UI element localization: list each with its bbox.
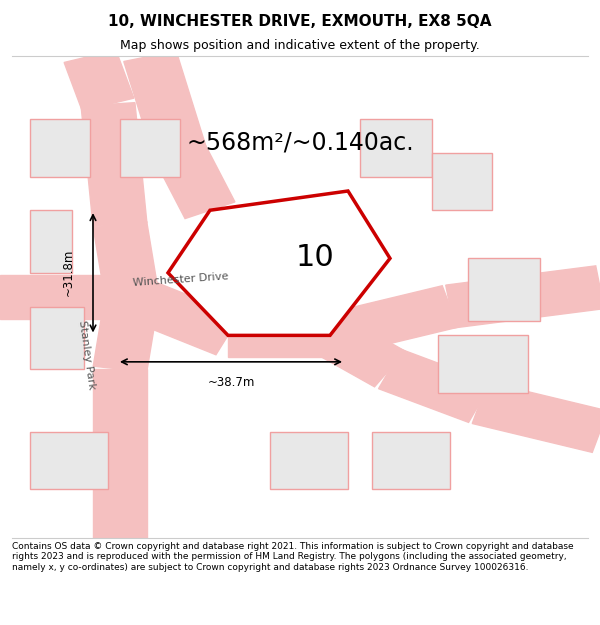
Polygon shape: [438, 336, 528, 393]
Polygon shape: [472, 382, 600, 452]
Polygon shape: [168, 191, 390, 336]
Polygon shape: [322, 286, 458, 356]
Polygon shape: [432, 152, 492, 210]
Polygon shape: [120, 278, 240, 355]
Polygon shape: [93, 294, 159, 372]
Polygon shape: [270, 432, 348, 489]
Polygon shape: [372, 432, 450, 489]
Polygon shape: [468, 258, 540, 321]
Text: ~568m²/~0.140ac.: ~568m²/~0.140ac.: [186, 131, 414, 155]
Text: Winchester Drive: Winchester Drive: [132, 272, 229, 288]
Polygon shape: [30, 210, 72, 272]
Text: Stanley Park: Stanley Park: [77, 319, 97, 390]
Text: 10: 10: [296, 243, 334, 272]
Polygon shape: [446, 266, 600, 328]
Polygon shape: [228, 314, 330, 357]
Polygon shape: [30, 119, 90, 176]
Polygon shape: [155, 144, 235, 219]
Polygon shape: [93, 222, 159, 300]
Text: ~31.8m: ~31.8m: [62, 249, 75, 296]
Polygon shape: [314, 318, 406, 387]
Text: Contains OS data © Crown copyright and database right 2021. This information is : Contains OS data © Crown copyright and d…: [12, 542, 574, 572]
Polygon shape: [93, 369, 147, 538]
Polygon shape: [379, 349, 491, 423]
Polygon shape: [120, 119, 180, 176]
Text: Map shows position and indicative extent of the property.: Map shows position and indicative extent…: [120, 39, 480, 52]
Polygon shape: [360, 119, 432, 176]
Polygon shape: [81, 102, 147, 226]
Text: 10, WINCHESTER DRIVE, EXMOUTH, EX8 5QA: 10, WINCHESTER DRIVE, EXMOUTH, EX8 5QA: [108, 14, 492, 29]
Polygon shape: [124, 51, 206, 158]
Polygon shape: [30, 432, 108, 489]
Polygon shape: [30, 306, 84, 369]
Polygon shape: [0, 275, 132, 319]
Text: ~38.7m: ~38.7m: [208, 376, 254, 389]
Polygon shape: [64, 50, 134, 111]
